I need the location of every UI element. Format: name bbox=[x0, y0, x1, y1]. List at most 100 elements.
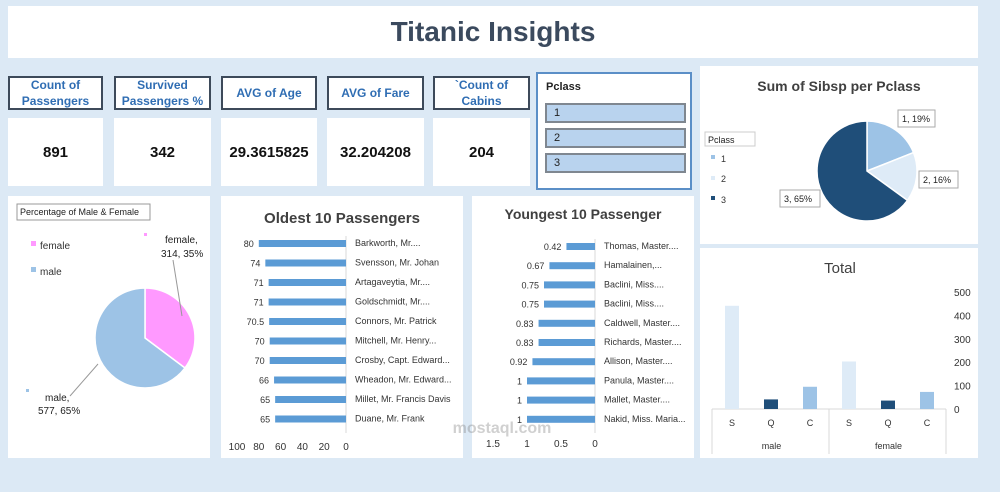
youngest-value-label: 1 bbox=[517, 415, 522, 425]
youngest-value-label: 0.75 bbox=[521, 300, 539, 310]
oldest-bar bbox=[269, 318, 346, 325]
total-bar-male-S bbox=[725, 305, 739, 409]
total-y-tick-label: 100 bbox=[954, 382, 971, 393]
total-group-label: female bbox=[875, 441, 902, 451]
oldest-category-label: Millet, Mr. Francis Davis bbox=[355, 394, 451, 404]
sibsp-data-label-3: 3, 65% bbox=[784, 194, 812, 204]
youngest-bar bbox=[532, 358, 595, 366]
oldest-category-label: Mitchell, Mr. Henry... bbox=[355, 336, 436, 346]
total-category-label: Q bbox=[884, 418, 891, 428]
youngest-bar bbox=[527, 377, 595, 385]
kpi-value-avg-fare: 32.204208 bbox=[327, 118, 424, 186]
youngest-category-label: Allison, Master.... bbox=[604, 356, 673, 366]
total-y-tick-label: 0 bbox=[954, 405, 960, 416]
oldest-category-label: Crosby, Capt. Edward... bbox=[355, 355, 450, 365]
sibsp-pie-chart: Sum of Sibsp per Pclass Pclass 1 2 3 1, … bbox=[704, 78, 959, 222]
female-data-label-line1: female, bbox=[165, 235, 198, 246]
dashboard-title: Titanic Insights bbox=[390, 16, 596, 47]
total-bar-female-C bbox=[920, 391, 934, 409]
youngest-tick-label: 1.5 bbox=[486, 439, 500, 450]
youngest-category-label: Caldwell, Master.... bbox=[604, 318, 680, 328]
oldest-value-label: 71 bbox=[254, 278, 264, 288]
youngest-bar bbox=[538, 339, 595, 346]
total-y-tick-label: 300 bbox=[954, 335, 971, 346]
sibsp-legend-label-2: 2 bbox=[721, 174, 726, 184]
slicer-item-2[interactable]: 2 bbox=[545, 128, 686, 148]
total-y-tick-label: 500 bbox=[954, 288, 971, 299]
youngest-value-label: 0.75 bbox=[521, 280, 539, 290]
male-data-label-line1: male, bbox=[45, 393, 69, 404]
youngest-category-label: Baclini, Miss.... bbox=[604, 279, 664, 289]
sibsp-legend-label-3: 3 bbox=[721, 195, 726, 205]
kpi-value-survived: 342 bbox=[114, 118, 211, 186]
oldest-bar bbox=[275, 396, 346, 403]
oldest-value-label: 66 bbox=[259, 376, 269, 386]
youngest-bar bbox=[549, 262, 595, 270]
youngest-bar bbox=[544, 300, 595, 308]
youngest-bar bbox=[538, 319, 595, 327]
sibsp-pie-slice-3 bbox=[816, 120, 909, 222]
title-bar: Titanic Insights bbox=[8, 6, 978, 58]
oldest-chart-title: Oldest 10 Passengers bbox=[264, 210, 420, 227]
youngest-category-label: Mallet, Master.... bbox=[604, 395, 670, 405]
oldest-bar-chart: Oldest 10 Passengers 80 Barkworth, Mr....… bbox=[229, 210, 452, 453]
oldest-category-label: Svensson, Mr. Johan bbox=[355, 258, 439, 268]
kpi-value-count-cabins: 204 bbox=[433, 118, 530, 186]
total-y-tick-label: 200 bbox=[954, 358, 971, 369]
male-label-marker bbox=[26, 389, 29, 392]
male-leader-line bbox=[69, 363, 99, 397]
sibsp-legend-swatch-2 bbox=[711, 176, 715, 180]
kpi-label-avg-fare: AVG of Fare bbox=[327, 76, 424, 110]
gender-pie-slice-female bbox=[144, 287, 196, 370]
oldest-bar bbox=[268, 279, 346, 286]
youngest-value-label: 1 bbox=[517, 396, 522, 406]
legend-label-female: female bbox=[40, 241, 70, 252]
sibsp-pie-slice-2 bbox=[865, 151, 918, 202]
female-data-label-line2: 314, 35% bbox=[161, 249, 203, 260]
youngest-chart-panel: Youngest 10 Passenger 0.42 Thomas, Master… bbox=[472, 196, 694, 458]
gender-pie-title-box bbox=[16, 203, 151, 221]
oldest-value-label: 65 bbox=[260, 415, 270, 425]
oldest-category-label: Connors, Mr. Patrick bbox=[355, 316, 437, 326]
youngest-value-label: 0.83 bbox=[516, 338, 534, 348]
oldest-value-label: 71 bbox=[254, 298, 264, 308]
total-y-tick-label: 400 bbox=[954, 311, 971, 322]
total-category-label: C bbox=[807, 418, 814, 428]
total-bar-female-S bbox=[842, 361, 856, 409]
slicer-item-3[interactable]: 3 bbox=[545, 153, 686, 173]
youngest-chart-title: Youngest 10 Passenger bbox=[505, 206, 662, 222]
youngest-tick-label: 1 bbox=[524, 439, 530, 450]
slicer-item-1[interactable]: 1 bbox=[545, 103, 686, 123]
oldest-bar bbox=[274, 376, 346, 384]
oldest-category-label: Wheadon, Mr. Edward... bbox=[355, 375, 452, 385]
oldest-value-label: 80 bbox=[244, 239, 254, 249]
kpi-label-avg-age: AVG of Age bbox=[221, 76, 317, 110]
oldest-bar bbox=[275, 415, 346, 423]
youngest-category-label: Panula, Master.... bbox=[604, 375, 674, 385]
kpi-value-avg-age: 29.3615825 bbox=[221, 118, 317, 186]
youngest-category-label: Hamalainen,... bbox=[604, 260, 662, 270]
total-bar-female-Q bbox=[881, 400, 895, 409]
youngest-bar-chart: Youngest 10 Passenger 0.42 Thomas, Master… bbox=[486, 206, 685, 450]
total-group-label: male bbox=[762, 441, 782, 451]
oldest-category-label: Goldschmidt, Mr.... bbox=[355, 297, 430, 307]
sibsp-legend-label-1: 1 bbox=[721, 154, 726, 164]
sibsp-label-box-3 bbox=[779, 189, 821, 208]
oldest-bar bbox=[258, 240, 346, 247]
total-bar-male-Q bbox=[764, 399, 778, 409]
oldest-tick-label: 20 bbox=[319, 442, 331, 453]
oldest-value-label: 65 bbox=[260, 395, 270, 405]
oldest-bar bbox=[265, 259, 346, 267]
legend-swatch-female bbox=[31, 241, 36, 246]
sibsp-legend-title: Pclass bbox=[708, 135, 735, 145]
youngest-bar bbox=[544, 281, 595, 289]
youngest-value-label: 0.42 bbox=[544, 242, 562, 252]
oldest-chart-panel: Oldest 10 Passengers 80 Barkworth, Mr....… bbox=[221, 196, 463, 458]
youngest-value-label: 0.92 bbox=[510, 357, 528, 367]
sibsp-legend-title-box bbox=[704, 131, 756, 147]
sibsp-data-label-1: 1, 19% bbox=[902, 114, 930, 124]
total-category-label: S bbox=[846, 418, 852, 428]
youngest-tick-label: 0.5 bbox=[554, 439, 568, 450]
kpi-value-count-passengers: 891 bbox=[8, 118, 103, 186]
oldest-bar bbox=[269, 337, 346, 345]
